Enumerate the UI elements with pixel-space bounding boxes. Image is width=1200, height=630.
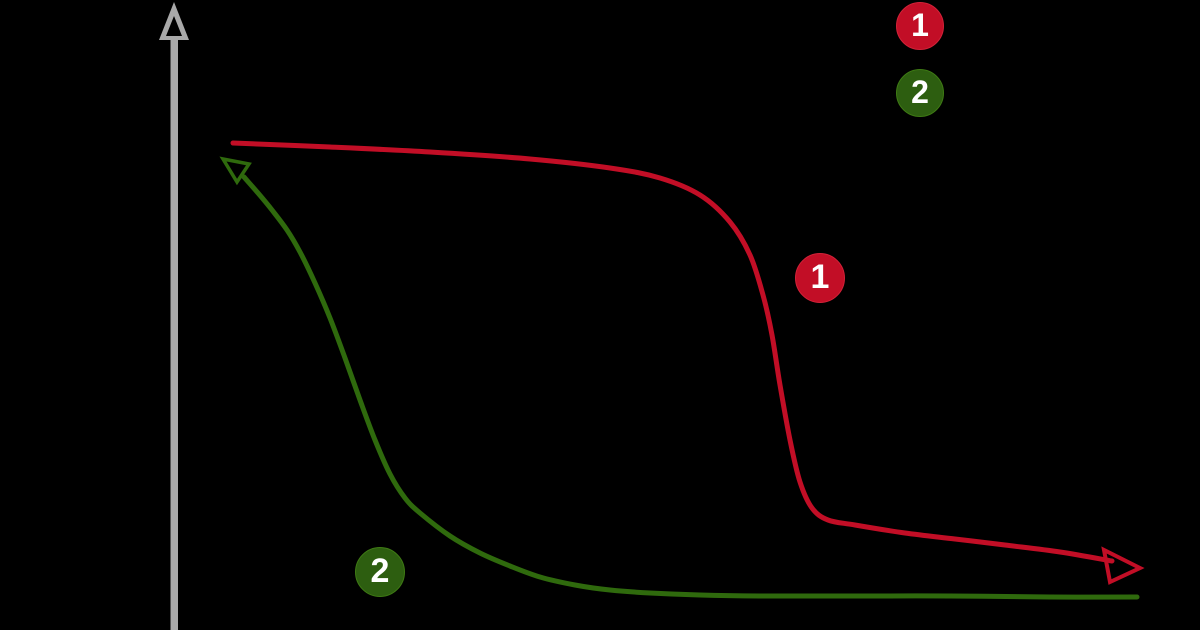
legend-badge-2: 2: [896, 69, 944, 117]
curve-badge-1: 1: [795, 253, 845, 303]
badge-number: 2: [911, 74, 929, 110]
badge-number: 1: [911, 7, 929, 43]
curve-badge-2: 2: [355, 547, 405, 597]
legend-badge-1: 1: [896, 2, 944, 50]
badge-number: 1: [810, 258, 830, 296]
curve-1: [230, 140, 1115, 564]
y-axis-arrowhead-notch: [166, 16, 182, 36]
badge-number: 2: [370, 552, 390, 590]
curve-2-arrowhead-icon: [219, 156, 252, 186]
curve-2: [241, 174, 1140, 600]
y-axis-shaft: [170, 34, 178, 630]
curve-1-arrowhead-icon: [1101, 546, 1145, 585]
